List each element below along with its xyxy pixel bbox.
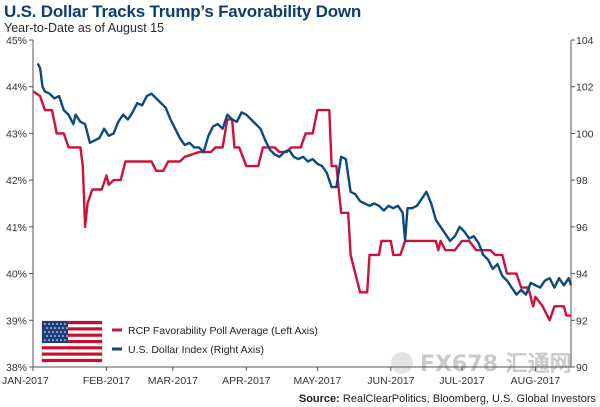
x-tick-label: JUL-2017 [439, 375, 485, 387]
right-tick-label: 96 [576, 222, 588, 234]
source-note: Source: RealClearPolitics, Bloomberg, U.… [299, 393, 596, 405]
legend-label-favorability: RCP Favorability Poll Average (Left Axis… [128, 325, 318, 337]
x-tick-label: FEB-2017 [83, 375, 130, 387]
left-tick-label: 45% [6, 35, 27, 47]
x-tick-label: MAY-2017 [293, 375, 341, 387]
x-tick-label: MAR-2017 [148, 375, 198, 387]
right-tick-label: 102 [576, 82, 594, 94]
left-tick-label: 44% [6, 82, 27, 94]
left-tick-label: 38% [6, 362, 27, 374]
watermark: FX678 汇通网 [391, 352, 572, 377]
chart-subtitle: Year-to-Date as of August 15 [4, 21, 165, 35]
left-tick-label: 43% [6, 128, 27, 140]
legend-label-dollar: U.S. Dollar Index (Right Axis) [128, 344, 264, 356]
watermark-text: FX678 汇通网 [420, 352, 572, 377]
source-label: Source: [298, 393, 340, 405]
source-text: RealClearPolitics, Bloomberg, U.S. Globa… [342, 393, 596, 405]
left-tick-label: 41% [6, 222, 27, 234]
left-tick-label: 40% [6, 269, 27, 281]
right-tick-label: 98 [576, 175, 588, 187]
watermark-logo-icon [391, 352, 413, 374]
legend: RCP Favorability Poll Average (Left Axis… [41, 320, 318, 363]
x-tick-label: JAN-2017 [2, 375, 49, 387]
x-tick-label: JUN-2017 [367, 375, 414, 387]
series-line-favorability [32, 90, 571, 322]
axes: 38% 39% 40% 41% 42% 43% 44% 45% 90 92 94 96 98 100 102… [2, 35, 594, 387]
right-tick-label: 100 [576, 128, 594, 140]
left-tick-label: 42% [6, 175, 27, 187]
series-line-dollar [36, 62, 573, 296]
left-tick-label: 39% [6, 315, 27, 327]
x-tick-label: AUG-2017 [511, 375, 561, 387]
series-layer [32, 62, 573, 322]
x-tick-label: APR-2017 [222, 375, 271, 387]
right-tick-label: 94 [576, 269, 588, 281]
chart-title: U.S. Dollar Tracks Trump’s Favorability … [4, 2, 362, 21]
right-tick-label: 104 [576, 35, 594, 47]
us-flag-icon [41, 320, 103, 363]
right-tick-label: 90 [576, 362, 588, 374]
right-tick-label: 92 [576, 315, 588, 327]
